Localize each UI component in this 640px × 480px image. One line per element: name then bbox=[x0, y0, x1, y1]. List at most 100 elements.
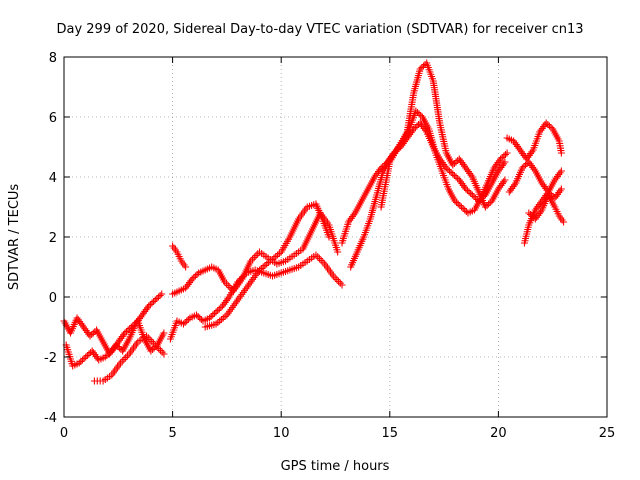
data-point bbox=[127, 323, 135, 331]
data-point-fill bbox=[501, 151, 509, 158]
series-track-1 bbox=[60, 290, 166, 358]
data-point-fill bbox=[148, 337, 156, 345]
data-point-fill bbox=[209, 311, 217, 319]
data-point-fill bbox=[194, 313, 202, 320]
data-point-fill bbox=[545, 122, 553, 130]
data-point-fill bbox=[196, 314, 204, 322]
y-tick-label: 8 bbox=[49, 51, 57, 66]
data-point-fill bbox=[331, 274, 339, 282]
data-point-fill bbox=[103, 352, 111, 359]
data-point bbox=[557, 185, 565, 193]
series-track-3 bbox=[90, 332, 168, 385]
y-tick-label: -2 bbox=[44, 351, 57, 366]
data-point-fill bbox=[317, 256, 325, 264]
data-point bbox=[462, 185, 470, 193]
series-track-14 bbox=[525, 191, 568, 226]
x-tick-label: 10 bbox=[273, 426, 290, 441]
data-point-fill bbox=[123, 352, 131, 360]
data-point bbox=[101, 353, 109, 361]
data-point-fill bbox=[522, 161, 530, 169]
data-point-fill bbox=[154, 293, 162, 301]
data-point-fill bbox=[78, 356, 86, 364]
data-point-fill bbox=[156, 346, 164, 354]
data-point bbox=[206, 314, 214, 322]
data-point-fill bbox=[106, 349, 114, 356]
data-point-fill bbox=[520, 163, 528, 170]
data-point bbox=[145, 302, 153, 310]
series-track-4 bbox=[166, 251, 346, 343]
data-point-fill bbox=[158, 348, 166, 356]
data-point-fill bbox=[447, 169, 455, 176]
data-point-fill bbox=[446, 167, 454, 175]
data-point bbox=[147, 347, 155, 355]
data-point bbox=[158, 290, 166, 298]
data-point-fill bbox=[335, 277, 343, 285]
data-point-fill bbox=[122, 354, 130, 362]
data-point-fill bbox=[450, 160, 458, 167]
x-tick-label: 20 bbox=[490, 426, 507, 441]
data-point-fill bbox=[118, 357, 126, 365]
data-point bbox=[518, 164, 526, 172]
data-point bbox=[557, 149, 565, 157]
data-point-fill bbox=[413, 109, 421, 116]
data-point-fill bbox=[210, 310, 218, 317]
series-track-10 bbox=[377, 59, 509, 211]
data-point-fill bbox=[149, 346, 157, 353]
series-track-13 bbox=[520, 167, 565, 247]
data-point bbox=[501, 158, 509, 166]
data-point bbox=[449, 161, 457, 169]
data-point bbox=[192, 311, 200, 319]
data-point-fill bbox=[217, 304, 225, 311]
data-point-fill bbox=[83, 352, 91, 359]
data-point-fill bbox=[314, 253, 322, 261]
chart-title: Day 299 of 2020, Sidereal Day-to-day VTE… bbox=[56, 22, 583, 37]
data-point-fill bbox=[120, 355, 128, 363]
data-point-fill bbox=[153, 295, 161, 302]
data-point-fill bbox=[156, 292, 164, 299]
x-axis-label: GPS time / hours bbox=[281, 459, 390, 474]
x-tick-label: 0 bbox=[60, 426, 68, 441]
data-point-fill bbox=[85, 350, 93, 358]
x-tick-label: 15 bbox=[382, 426, 399, 441]
data-point bbox=[557, 167, 565, 175]
y-tick-label: 4 bbox=[49, 171, 57, 186]
data-point-fill bbox=[122, 328, 130, 335]
data-point-fill bbox=[129, 322, 137, 329]
data-point-fill bbox=[105, 350, 113, 358]
series-track-9 bbox=[347, 107, 511, 271]
data-point bbox=[449, 170, 457, 178]
data-point-fill bbox=[411, 124, 419, 131]
series-track-2 bbox=[62, 317, 168, 370]
y-tick-label: 2 bbox=[49, 231, 57, 246]
data-point bbox=[151, 296, 159, 304]
data-point-fill bbox=[413, 122, 421, 130]
data-point bbox=[416, 65, 424, 73]
series-track-11 bbox=[503, 119, 565, 163]
data-points bbox=[60, 59, 568, 385]
data-point-fill bbox=[148, 299, 156, 307]
data-point-fill bbox=[528, 212, 536, 220]
data-point bbox=[212, 308, 220, 316]
data-point bbox=[325, 233, 333, 241]
data-point-fill bbox=[184, 316, 192, 323]
data-point bbox=[82, 353, 90, 361]
x-tick-label: 5 bbox=[168, 426, 176, 441]
data-point-fill bbox=[183, 317, 191, 325]
data-point bbox=[501, 176, 509, 184]
data-point-fill bbox=[470, 193, 478, 200]
data-point bbox=[338, 281, 346, 289]
data-point bbox=[542, 119, 550, 127]
data-point-fill bbox=[544, 121, 552, 128]
data-point-fill bbox=[454, 200, 462, 208]
data-point-fill bbox=[453, 199, 461, 206]
y-tick-label: 0 bbox=[49, 291, 57, 306]
data-point-fill bbox=[215, 305, 223, 313]
data-point-fill bbox=[80, 355, 88, 362]
data-point-fill bbox=[115, 344, 123, 352]
data-point-fill bbox=[77, 358, 85, 365]
series-track-6 bbox=[169, 242, 190, 271]
series-track-12 bbox=[505, 158, 565, 202]
data-point-fill bbox=[207, 313, 215, 320]
data-point-fill bbox=[452, 158, 460, 166]
